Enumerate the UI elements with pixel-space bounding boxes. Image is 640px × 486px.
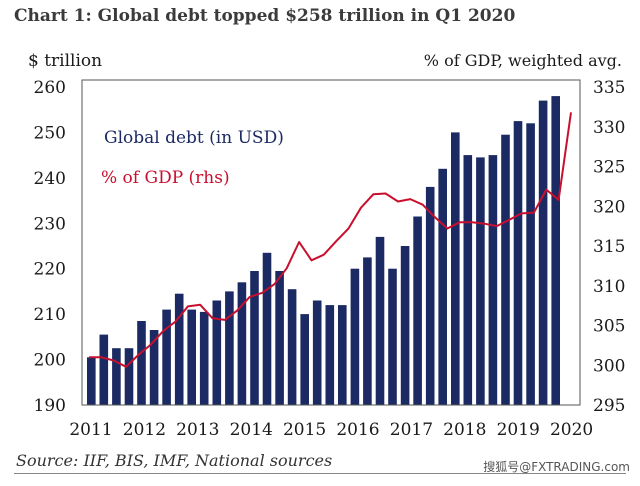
debt-bar [413,216,422,405]
left-tick-label: 210 [34,305,66,325]
debt-bar [250,271,259,405]
left-tick-label: 200 [34,351,66,371]
debt-bar [137,321,146,405]
debt-bar [400,246,410,405]
debt-bar [375,236,385,405]
left-axis: 190 200 210 220 230 240 250 260 [34,78,66,416]
debt-bar [363,257,372,405]
debt-bar [124,348,134,405]
debt-bar [476,157,485,405]
right-tick-label: 310 [593,277,625,297]
left-axis-unit: $ trillion [28,51,103,71]
x-tick-label: 2014 [230,420,273,440]
debt-bar [513,121,523,405]
x-tick-label: 2011 [69,420,112,440]
debt-bar [112,348,121,405]
bar-series [87,96,560,406]
debt-chart: 190 200 210 220 230 240 250 260 295 300 305 310 315… [34,78,626,440]
debt-bar [174,293,184,405]
plot-frame [81,79,581,406]
debt-bar [538,100,548,405]
right-axis: 295 300 305 310 315 320 325 330 335 [593,78,625,416]
left-tick-label: 220 [34,260,66,280]
legend-global-debt: Global debt (in USD) [104,128,284,148]
left-tick-label: 190 [34,396,66,416]
debt-bar [212,300,222,405]
right-axis-unit: % of GDP, weighted avg. [423,51,622,70]
debt-bar [199,311,209,405]
debt-bar [287,289,297,405]
x-tick-label: 2019 [497,420,540,440]
debt-bar [275,271,284,405]
debt-bar [237,282,247,405]
debt-bar [262,252,272,405]
left-tick-label: 240 [34,169,66,189]
left-tick-label: 250 [34,123,66,143]
x-tick-label: 2012 [123,420,166,440]
debt-bar [87,357,96,405]
watermark: 搜狐号@FXTRADING.com [483,460,630,474]
debt-bar [526,123,535,406]
debt-bar [388,268,397,405]
x-tick-label: 2020 [550,420,593,440]
right-tick-label: 330 [593,118,625,138]
debt-bar [99,334,109,405]
debt-bar [501,134,510,405]
right-tick-label: 335 [593,78,625,98]
debt-bar [338,305,347,405]
chart-title: Chart 1: Global debt topped $258 trillio… [14,6,516,26]
x-tick-label: 2017 [390,420,433,440]
debt-bar [425,186,435,405]
debt-bar [551,96,560,405]
right-tick-label: 295 [593,396,625,416]
debt-bar [350,268,360,405]
debt-bar [149,330,159,405]
footer-divider [14,473,626,474]
debt-bar [488,155,498,405]
left-tick-label: 230 [34,214,66,234]
debt-bar [438,168,447,405]
right-tick-label: 305 [593,317,625,337]
debt-bar [300,314,309,405]
x-axis: 2011 2012 2013 2014 2015 2016 2017 2018 2019 2020 [69,420,593,440]
right-tick-label: 320 [593,197,625,217]
debt-bar [463,155,473,405]
x-tick-label: 2013 [176,420,219,440]
x-tick-label: 2015 [283,420,326,440]
right-tick-label: 325 [593,158,625,178]
gdp-line-series [89,112,572,368]
debt-bar [162,309,171,405]
right-tick-label: 315 [593,237,625,257]
debt-bar [187,309,196,405]
x-tick-label: 2018 [443,420,486,440]
left-tick-label: 260 [34,78,66,98]
source-note: Source: IIF, BIS, IMF, National sources [16,451,333,470]
right-tick-label: 300 [593,356,625,376]
debt-bar [312,300,322,405]
debt-bar [325,305,335,405]
legend-gdp: % of GDP (rhs) [101,168,230,188]
debt-bar [225,291,234,405]
debt-bar [451,132,460,405]
x-tick-label: 2016 [336,420,379,440]
